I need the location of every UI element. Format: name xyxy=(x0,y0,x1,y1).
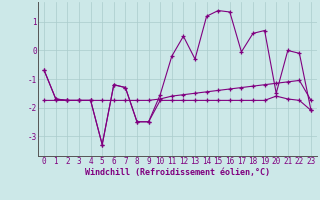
X-axis label: Windchill (Refroidissement éolien,°C): Windchill (Refroidissement éolien,°C) xyxy=(85,168,270,177)
